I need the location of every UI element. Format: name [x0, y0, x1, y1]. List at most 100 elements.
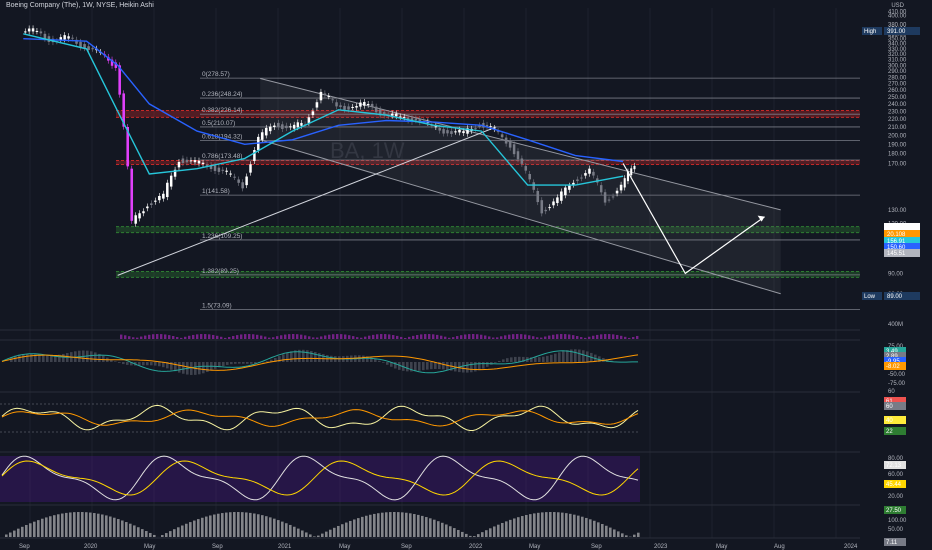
candle-body: [485, 124, 489, 127]
macd-histogram-bar: [58, 354, 61, 362]
volume-bar: [292, 334, 295, 339]
y-tick-label: 270.00: [888, 82, 907, 88]
macd-histogram-bar: [462, 362, 465, 373]
y-tick-label: 170.00: [888, 162, 907, 168]
volume-bar: [184, 336, 187, 339]
price-badge: [884, 27, 920, 35]
volume-bar: [328, 334, 331, 339]
macd-histogram-bar: [566, 350, 569, 362]
candle-body: [599, 185, 603, 193]
volume-bar: [576, 336, 579, 339]
candle-body: [390, 113, 394, 116]
candle-body: [35, 30, 39, 32]
cycle-bar: [33, 521, 36, 537]
indicator-badge: [884, 352, 906, 360]
candle-body: [296, 122, 299, 128]
volume-bar: [300, 334, 303, 339]
macd-histogram-bar: [510, 357, 513, 362]
cycle-bar: [385, 512, 388, 537]
cycle-bar: [365, 515, 368, 537]
indicator-badge-value: 7.11: [886, 540, 898, 546]
volume-bar: [520, 334, 523, 339]
volume-bar: [392, 335, 395, 339]
volume-bar: [156, 334, 159, 339]
volume-bar: [320, 336, 323, 339]
volume-bar: [208, 334, 211, 339]
macd-histogram-bar: [150, 362, 153, 366]
candle-body: [71, 37, 74, 39]
macd-histogram-bar: [494, 362, 497, 363]
x-tick-label: 2023: [654, 544, 668, 550]
chart-watermark: BA, 1W: [330, 138, 405, 163]
cycle-bar: [561, 512, 564, 537]
cycle-bar: [465, 533, 468, 537]
y-tick-label: 130.00: [888, 208, 907, 214]
volume-bar: [316, 337, 319, 339]
cycle-bar: [461, 531, 464, 537]
macd-histogram-bar: [438, 362, 441, 370]
macd-histogram-bar: [486, 362, 489, 367]
axis-background: [860, 0, 932, 550]
cycle-bar: [625, 535, 628, 537]
volume-bar: [220, 336, 223, 339]
cycle-bar: [129, 523, 132, 537]
y-tick-label: 290.00: [888, 69, 907, 75]
candle-body: [603, 192, 607, 203]
volume-bar: [180, 337, 183, 339]
volume-bar: [400, 336, 403, 339]
candle-body: [277, 122, 280, 127]
macd-histogram-bar: [182, 362, 185, 374]
volume-bar: [600, 334, 603, 339]
cycle-bar: [381, 512, 384, 537]
projection-line: [622, 163, 765, 275]
cycle-bar: [173, 529, 176, 537]
time-axis: Sep 2020 May Sep 2021 May Sep 2022 May Sep 2023 May…: [19, 544, 858, 550]
macd-histogram-bar: [370, 357, 373, 362]
projection-arrowhead: [757, 215, 765, 222]
volume-bar: [312, 337, 315, 339]
volume-bar: [512, 334, 515, 339]
candle-body: [584, 173, 587, 176]
candle-body: [245, 176, 248, 186]
cycle-bar: [581, 516, 584, 537]
cycle-bar: [413, 514, 416, 537]
y-tick-label: 350.00: [888, 37, 907, 43]
candle-body: [347, 106, 350, 110]
macd-histogram-bar: [18, 354, 21, 362]
cycle-bar: [313, 536, 316, 537]
y-tick-label: 280.00: [888, 75, 907, 81]
candle-body: [438, 128, 441, 131]
cycle-bar: [305, 532, 308, 537]
candle-body: [169, 175, 173, 187]
candle-body: [27, 28, 31, 32]
macd-histogram-bar: [94, 352, 97, 362]
candle-body: [197, 160, 201, 164]
cycle-bar: [5, 534, 8, 537]
cycle-bar: [189, 522, 192, 537]
macd-histogram-bar: [170, 362, 173, 370]
cycle-bar: [437, 521, 440, 537]
macd-histogram-bar: [202, 362, 205, 374]
volume-bar: [436, 334, 439, 339]
macd-histogram-bar: [158, 362, 161, 367]
volume-bar: [404, 337, 407, 339]
volume-bar: [124, 335, 127, 339]
candle-body: [560, 191, 563, 201]
cycle-bar: [177, 527, 180, 537]
rsi-ma-line: [1, 409, 639, 427]
macd-histogram-bar: [498, 360, 501, 362]
y-tick-label: 320.00: [888, 52, 907, 58]
cycle-bar: [77, 512, 80, 537]
macd-histogram-bar: [34, 354, 37, 362]
cycle-bar: [449, 526, 452, 537]
volume-bar: [612, 334, 615, 339]
candle-body: [311, 111, 315, 116]
macd-histogram-bar: [238, 362, 241, 364]
volume-bar: [568, 334, 571, 339]
cycle-bar: [205, 516, 208, 537]
macd-histogram-bar: [222, 362, 225, 366]
volume-bar: [188, 335, 191, 339]
macd-histogram-bar: [254, 362, 257, 364]
cycle-bar: [565, 513, 568, 537]
